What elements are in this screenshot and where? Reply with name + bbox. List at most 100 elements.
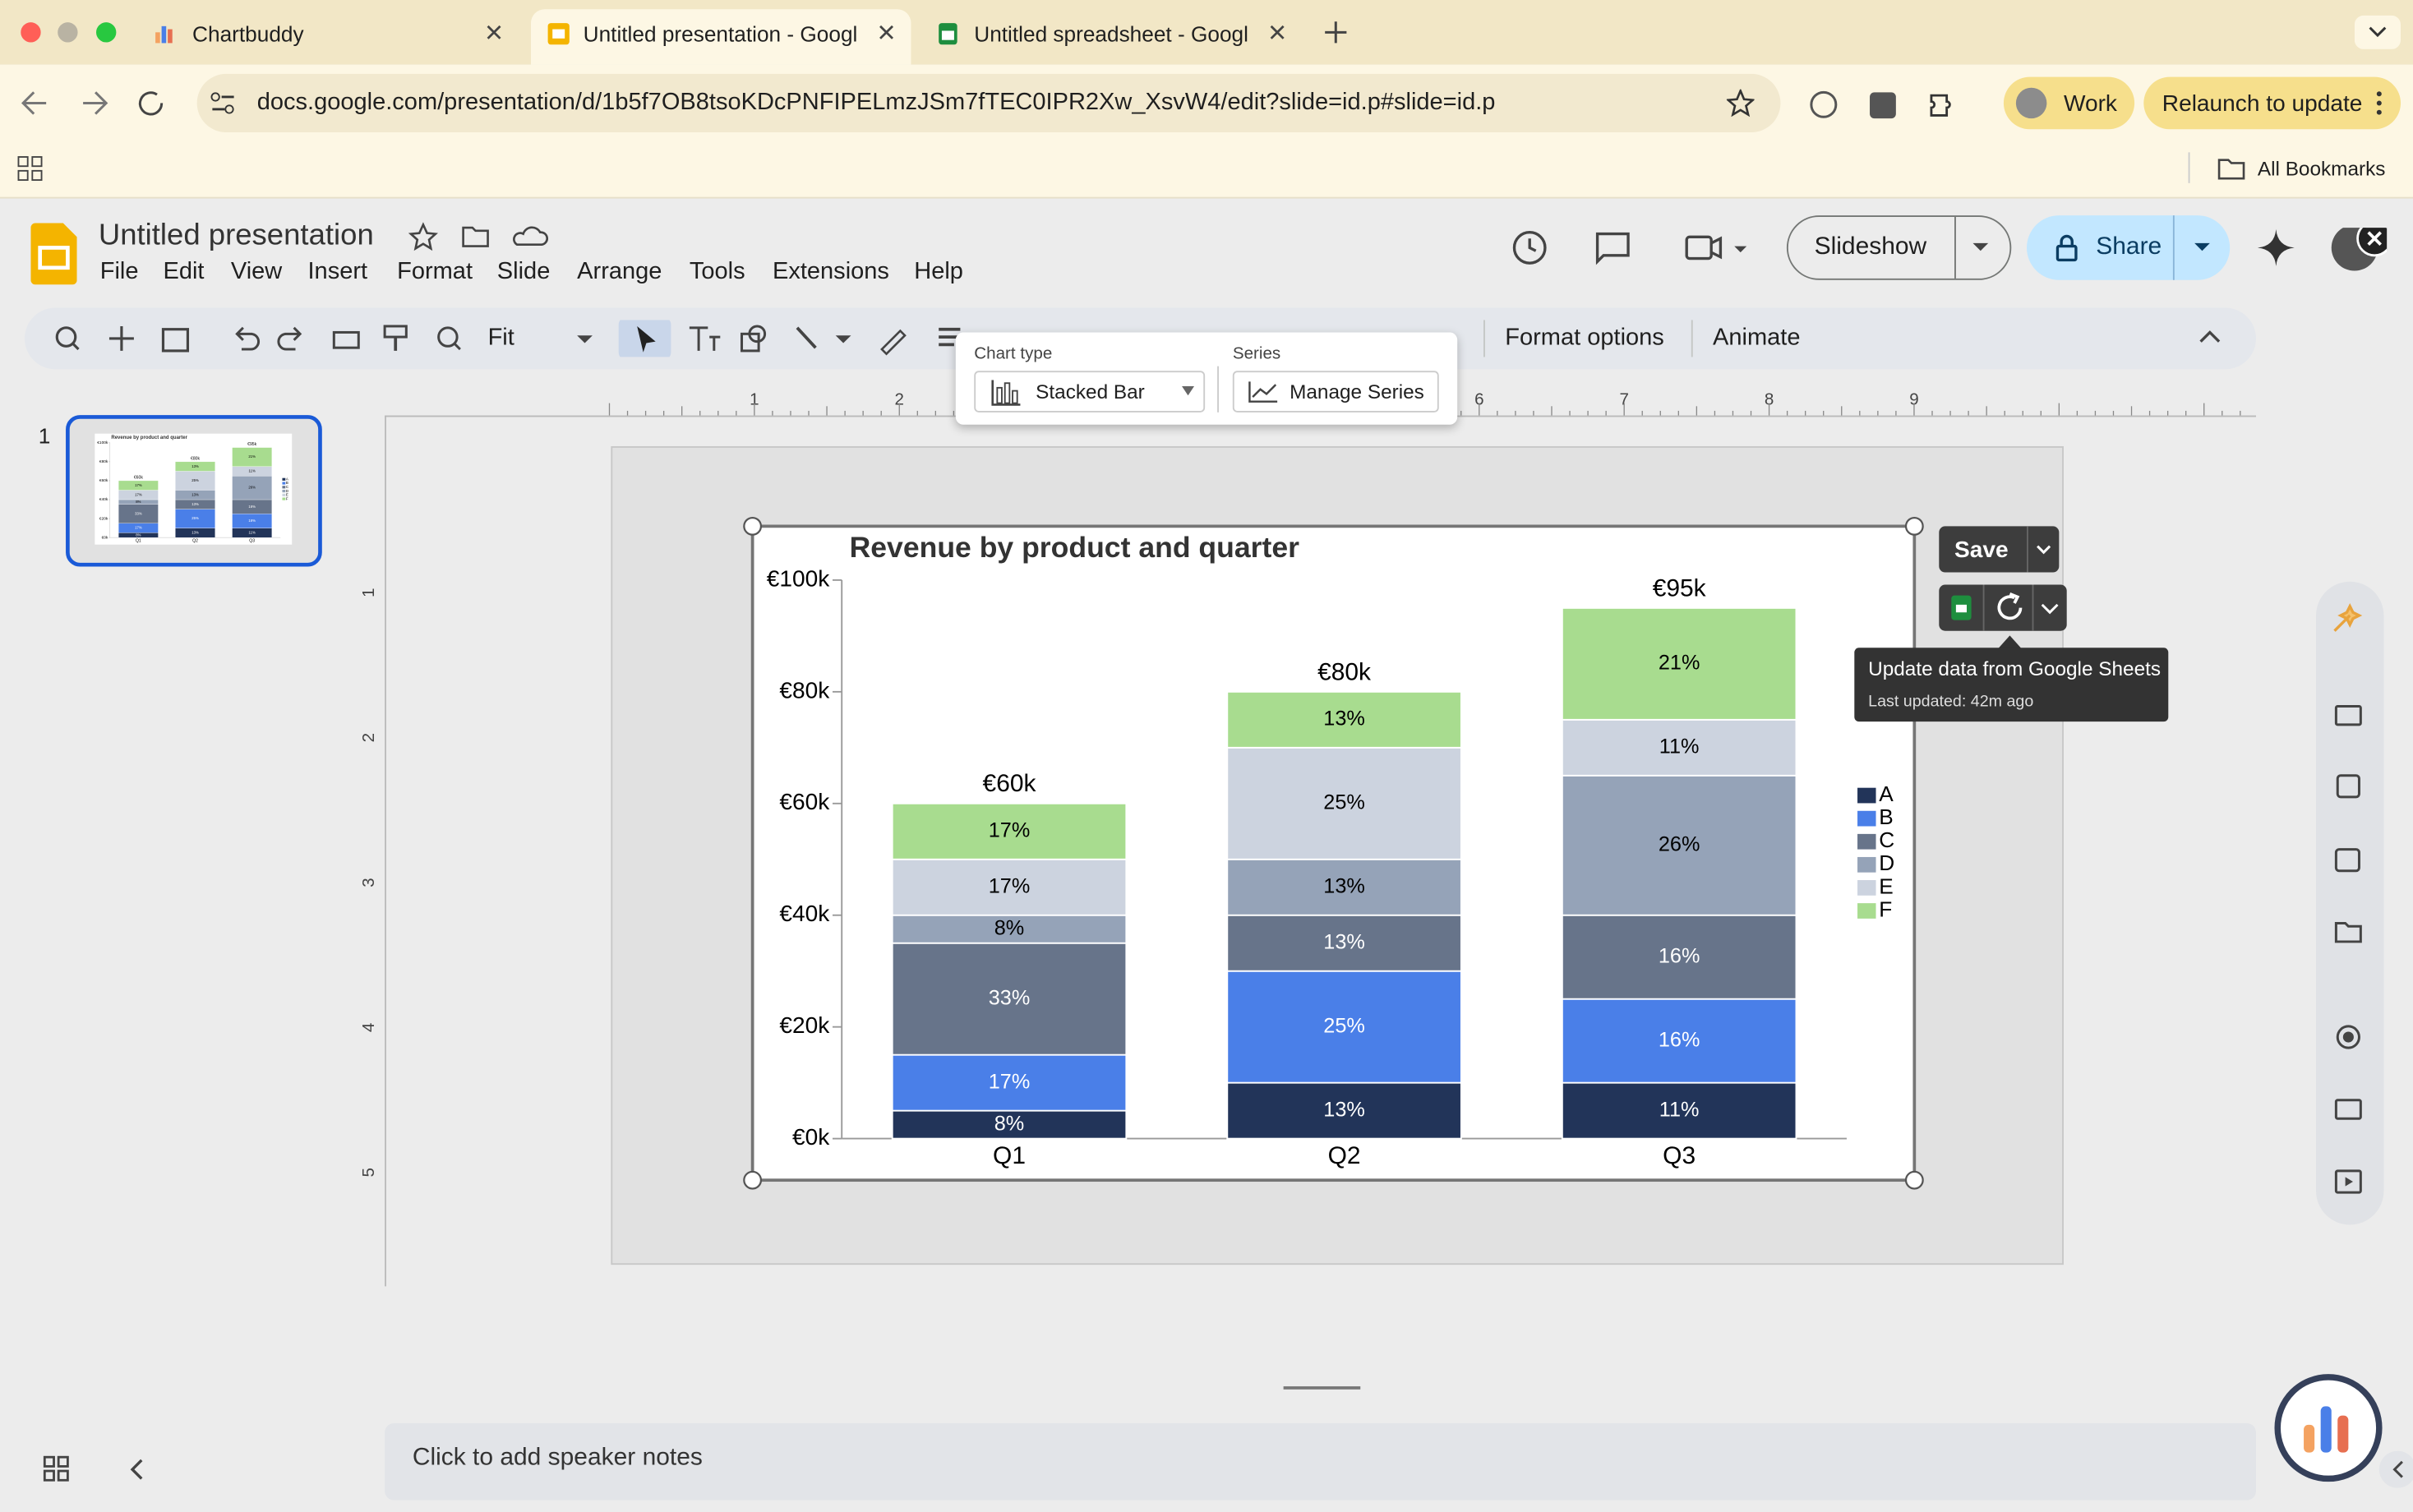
grid-view[interactable] [43,1455,69,1482]
pen[interactable] [880,329,907,356]
resize-handle[interactable] [1904,516,1924,536]
legend-label[interactable]: E [286,493,288,497]
line[interactable] [796,326,817,349]
legend-label[interactable]: D [286,489,288,493]
relaunch-button[interactable]: Relaunch to update [2143,76,2401,130]
forward[interactable] [83,91,108,115]
menu-item[interactable]: Slide [496,258,551,285]
menu-item[interactable]: File [99,258,139,285]
tab[interactable]: Untitled spreadsheet - Googl [920,9,1305,64]
manage-series-button[interactable]: Manage Series [1232,371,1439,413]
bookmarks-label[interactable]: All Bookmarks [2257,156,2386,181]
maximize-window[interactable] [96,22,117,43]
drive-panel[interactable] [2334,921,2362,943]
move[interactable] [462,226,489,247]
new-slide[interactable] [108,325,134,351]
menu-item[interactable]: Help [914,258,963,285]
animate[interactable]: Animate [1713,325,1801,351]
segment-label: 13% [1323,930,1365,953]
legend-label[interactable]: B [286,481,288,485]
back[interactable] [21,91,47,115]
collapse-toolbar[interactable] [2198,328,2222,346]
slides-panel[interactable] [2334,1169,2362,1194]
gemini-panel[interactable] [2333,602,2363,632]
notes-placeholder: Click to add speaker notes [412,1445,703,1472]
chart[interactable]: Revenue by product and quarter €0k €20k €40… [750,524,1917,1182]
extension-icon[interactable] [1870,92,1896,119]
extension-icon[interactable] [1810,90,1838,118]
resize-handle[interactable] [743,1170,763,1190]
tab-close[interactable] [485,23,503,41]
legend-label[interactable]: B [1879,804,1893,829]
menu-item[interactable]: Extensions [772,258,889,285]
legend-label[interactable]: A [286,477,288,481]
minimize-window[interactable] [58,22,78,43]
menu-item[interactable]: Arrange [577,258,662,285]
history[interactable] [1512,231,1547,265]
record-panel[interactable] [2336,1025,2360,1049]
tab-active[interactable]: Untitled presentation - Googl [530,9,911,65]
site-info[interactable] [210,90,238,115]
legend-label[interactable]: E [1879,874,1893,898]
collapse-filmstrip[interactable] [130,1459,143,1480]
menu-item[interactable]: Format [397,258,473,285]
comments[interactable] [1595,232,1630,265]
reload[interactable] [138,91,164,116]
legend-label[interactable]: D [1879,850,1894,875]
format-options[interactable]: Format options [1505,325,1664,351]
menu-item[interactable]: Insert [307,258,368,285]
resize-handle[interactable] [1904,1170,1924,1190]
layout[interactable] [161,328,190,353]
cloud-status[interactable] [513,226,549,247]
meet[interactable] [1685,235,1713,260]
close-window[interactable] [21,22,41,43]
address-bar[interactable]: docs.google.com/presentation/d/1b5f7OB8t… [196,73,1781,133]
profile-button[interactable]: Work [2003,76,2135,130]
update-data[interactable] [1997,595,2023,620]
search[interactable] [55,326,77,348]
save-button[interactable]: Save [1939,526,2060,573]
legend-label[interactable]: C [1879,827,1894,852]
folder-icon [2217,159,2245,180]
ruler-vertical [362,415,386,1287]
sync-menu[interactable] [2041,603,2059,615]
chartbuddy-launcher[interactable] [2272,1372,2413,1496]
text-box[interactable] [689,326,721,351]
resize-handle[interactable] [743,516,763,536]
bar-segment [1561,606,1797,721]
notes-panel[interactable] [2334,704,2362,726]
legend-label[interactable]: F [286,496,288,500]
slideshow-button[interactable]: Slideshow [1786,215,2012,280]
legend-label[interactable]: C [286,485,289,489]
speaker-notes[interactable]: Click to add speaker notes [385,1423,2257,1500]
gemini[interactable] [2257,228,2295,266]
keep-panel[interactable] [2336,774,2360,799]
tab-search[interactable] [2354,15,2401,49]
share-button[interactable]: Share [2027,215,2231,280]
bookmark-star[interactable] [1726,89,1755,118]
tab-close[interactable] [877,23,895,41]
star[interactable] [408,222,439,251]
resize-handle[interactable] [1283,1386,1361,1390]
redo[interactable] [277,326,302,351]
legend-label[interactable]: A [1879,781,1894,806]
chart-type-select[interactable]: Stacked Bar [974,371,1206,413]
undo[interactable] [235,326,261,351]
tab-close[interactable] [1268,23,1286,41]
menu-item[interactable]: View [230,258,283,285]
zoom[interactable] [437,326,459,348]
contacts-panel[interactable] [2334,848,2360,873]
dropdown-arrow [1182,385,1195,396]
zoom-dropdown[interactable] [577,335,593,343]
apps-icon[interactable] [17,155,45,183]
doc-title[interactable]: Untitled presentation [98,218,374,253]
zoom-level[interactable]: Fit [487,325,514,351]
video-panel[interactable] [2334,1099,2362,1120]
print[interactable] [332,330,360,349]
tab[interactable]: Chartbuddy [139,9,524,64]
legend-label[interactable]: F [1879,897,1892,921]
extensions-menu[interactable] [1930,94,1951,117]
menu-item[interactable]: Tools [689,258,745,285]
menu-item[interactable]: Edit [163,258,205,285]
new-tab[interactable] [1322,18,1350,46]
